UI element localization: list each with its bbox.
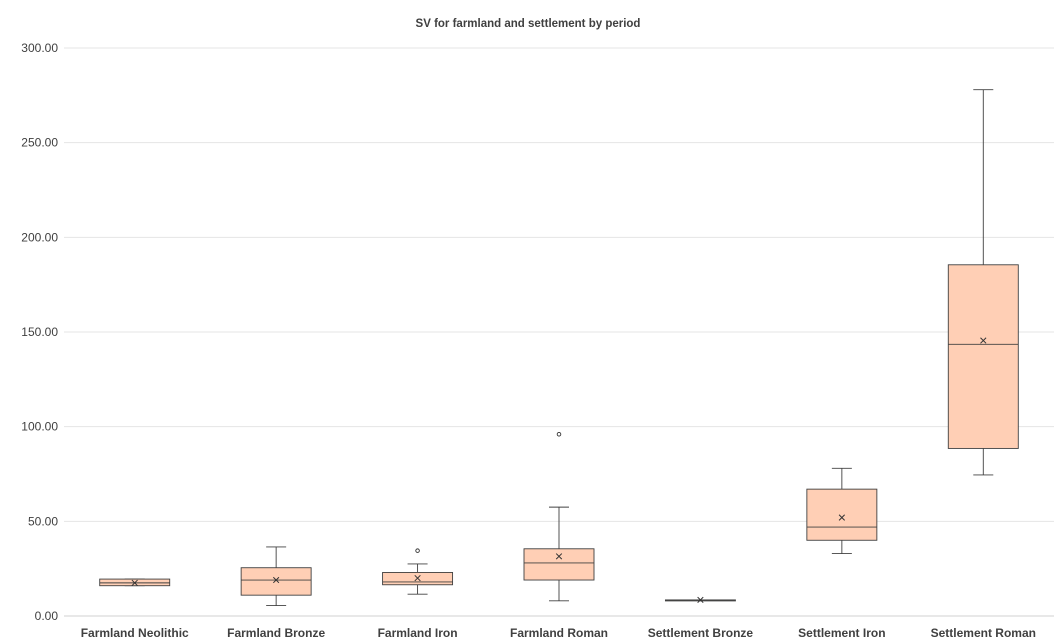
box-group	[947, 89, 1019, 476]
x-tick-label: Farmland Roman	[510, 626, 608, 640]
y-tick-label: 200.00	[21, 230, 58, 244]
box-group	[382, 548, 454, 595]
outlier-point	[415, 548, 420, 553]
mean-marker	[414, 574, 421, 582]
mean-marker	[131, 579, 138, 587]
outlier-point	[556, 431, 562, 437]
y-tick-label: 100.00	[21, 420, 58, 434]
box-group	[523, 431, 595, 602]
y-tick-label: 0.00	[35, 609, 59, 623]
y-tick-label: 250.00	[21, 136, 58, 150]
x-tick-label: Farmland Iron	[378, 626, 458, 640]
mean-marker	[838, 514, 846, 521]
mean-marker	[980, 337, 987, 344]
chart-title: SV for farmland and settlement by period	[415, 18, 641, 30]
x-tick-label: Farmland Bronze	[227, 626, 325, 640]
x-tick-label: Farmland Neolithic	[81, 626, 189, 640]
x-tick-label: Settlement Iron	[798, 626, 885, 640]
mean-marker	[697, 596, 704, 604]
x-tick-label: Settlement Roman	[931, 626, 1036, 640]
mean-marker	[272, 576, 280, 584]
box-group	[806, 467, 878, 554]
box	[806, 488, 878, 541]
box-group	[240, 546, 312, 607]
y-tick-label: 150.00	[21, 325, 58, 339]
x-tick-label: Settlement Bronze	[648, 626, 754, 640]
box-group	[664, 596, 736, 604]
box	[523, 548, 595, 581]
box	[947, 264, 1019, 449]
y-tick-label: 50.00	[28, 514, 58, 528]
mean-marker	[555, 553, 563, 560]
box-group	[99, 578, 171, 587]
box	[240, 567, 312, 596]
y-tick-label: 300.00	[21, 41, 58, 55]
